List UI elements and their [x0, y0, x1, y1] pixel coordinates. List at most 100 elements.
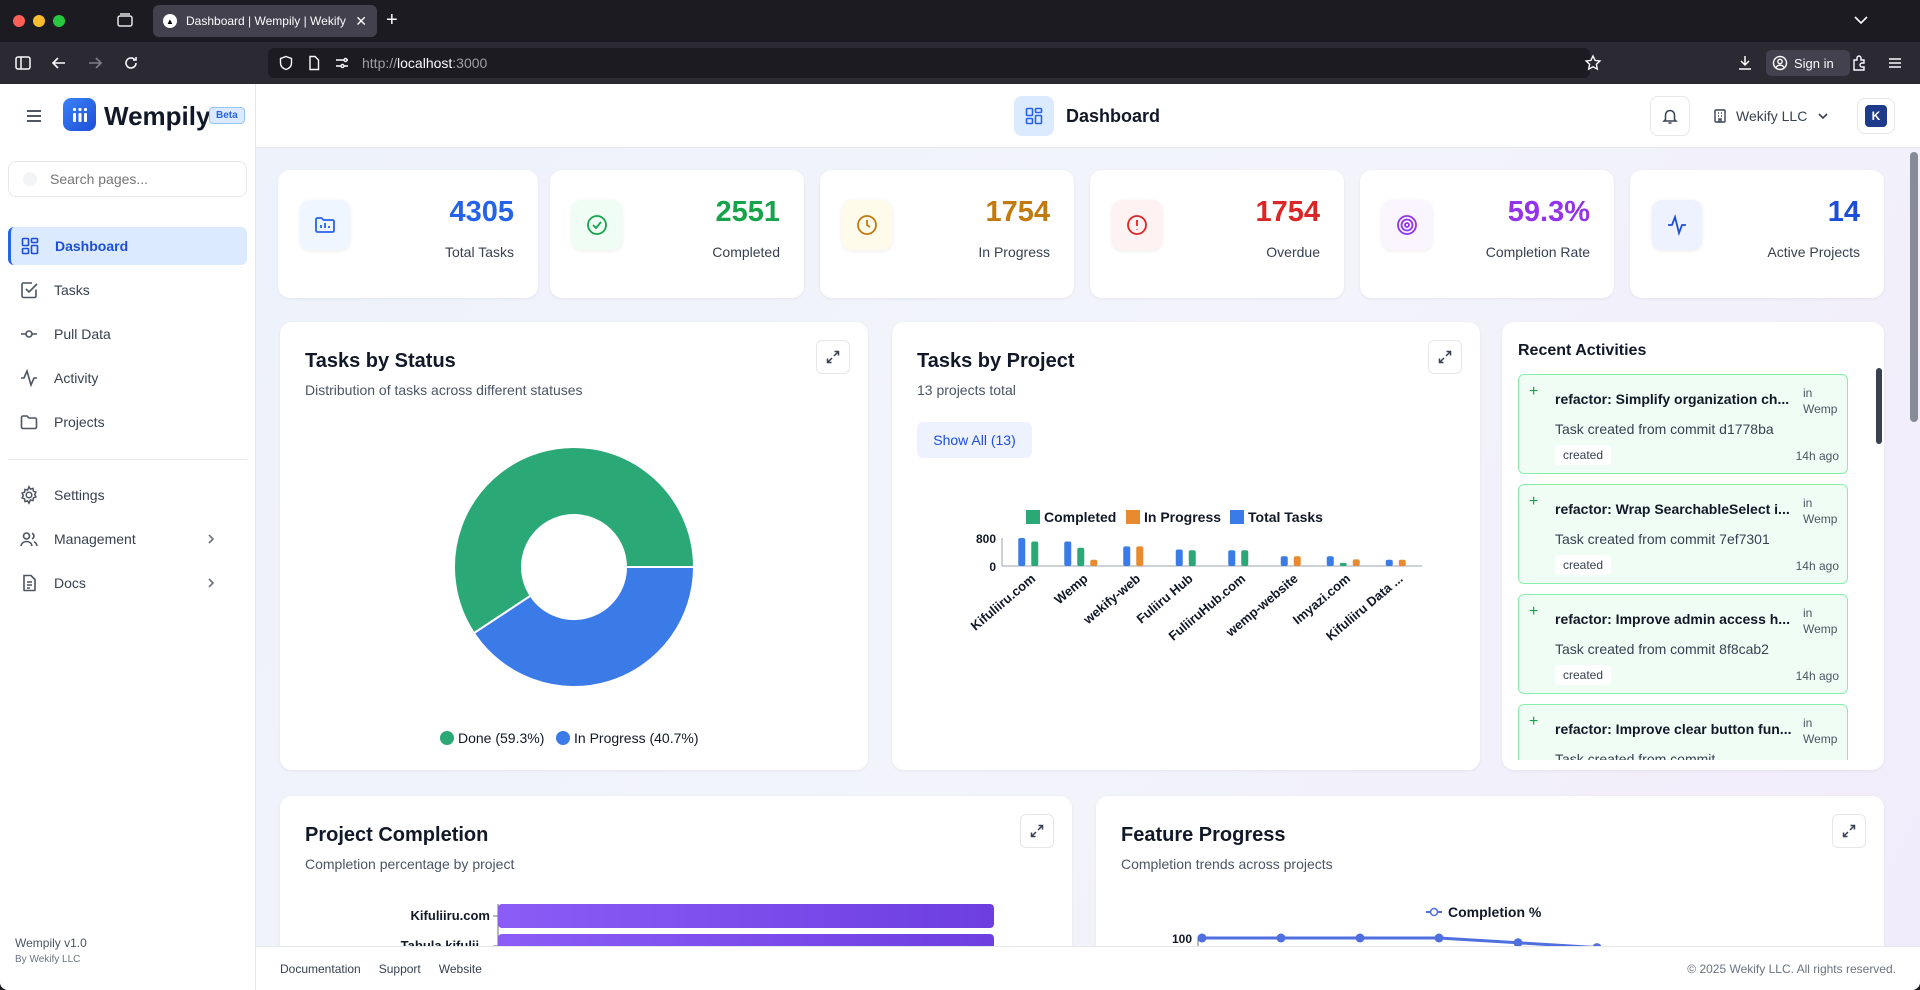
new-tab-button[interactable]: +	[386, 9, 398, 31]
sign-in-button[interactable]: Sign in	[1766, 50, 1850, 76]
browser-tab[interactable]: ▲ Dashboard | Wempily | Wekify ✕	[153, 5, 377, 37]
bar	[1280, 556, 1288, 566]
stat-value: 59.3%	[1507, 196, 1590, 228]
sidebar-item-activity[interactable]: Activity	[8, 359, 247, 397]
sidebar-item-pull-data[interactable]: Pull Data	[8, 315, 247, 353]
list-item[interactable]: + refactor: Wrap SearchableSelect i... in …	[1518, 484, 1848, 584]
tab-groups-icon[interactable]	[116, 12, 134, 28]
list-item[interactable]: + refactor: Simplify organization ch... in…	[1518, 374, 1848, 474]
card-title: Feature Progress	[1121, 824, 1286, 846]
sidebar-item-settings[interactable]: Settings	[8, 476, 247, 514]
expand-button[interactable]	[1428, 340, 1462, 374]
chevron-right-icon	[208, 534, 215, 544]
activity-description: Task created from commit 7ef7301	[1555, 531, 1770, 547]
url-text[interactable]: http://localhost:3000	[362, 55, 488, 71]
bar	[1077, 547, 1085, 566]
horizontal-bar-chart: Kifuliiru.com Tabula kifulii...	[401, 904, 994, 946]
commit-icon	[21, 330, 37, 338]
activity-project: in Wemp	[1803, 496, 1838, 526]
organization-select[interactable]: Wekify LLC	[1712, 96, 1831, 136]
activity-icon	[21, 368, 37, 388]
legend-label: Total Tasks	[1248, 509, 1323, 525]
address-bar[interactable]: http://localhost:3000	[268, 48, 1590, 78]
tab-close-icon[interactable]: ✕	[355, 12, 367, 29]
maximize-window-button[interactable]	[53, 15, 65, 27]
activity-scrollbar[interactable]	[1876, 368, 1882, 444]
activity-title: refactor: Improve admin access h...	[1555, 611, 1790, 627]
forward-arrow-icon[interactable]	[86, 54, 104, 72]
line-chart: Completion % 100	[1172, 904, 1602, 946]
sidebar-divider	[8, 459, 247, 460]
reload-icon[interactable]	[122, 54, 140, 72]
close-window-button[interactable]	[13, 15, 25, 27]
plus-icon: +	[1529, 383, 1539, 400]
clock-icon	[842, 200, 892, 250]
sidebar-item-label: Activity	[54, 370, 99, 386]
building-icon	[1714, 109, 1726, 123]
organization-name: Wekify LLC	[1736, 108, 1808, 124]
extensions-icon[interactable]	[1850, 54, 1868, 72]
list-item[interactable]: + refactor: Improve clear button fun... in…	[1518, 704, 1848, 760]
target-icon	[1382, 200, 1432, 250]
menu-icon[interactable]	[1886, 54, 1904, 72]
sidebar-item-tasks[interactable]: Tasks	[8, 271, 247, 309]
footer-links: Documentation Support Website	[280, 962, 482, 976]
minimize-window-button[interactable]	[33, 15, 45, 27]
list-item[interactable]: + refactor: Improve admin access h... in W…	[1518, 594, 1848, 694]
bar	[1188, 550, 1196, 566]
pie-slice-done	[453, 446, 696, 635]
permissions-icon[interactable]	[334, 55, 350, 71]
plus-icon: +	[1529, 493, 1539, 510]
stat-label: Overdue	[1266, 244, 1320, 260]
data-point	[1434, 933, 1444, 943]
search-input[interactable]	[50, 171, 230, 187]
hamburger-icon[interactable]	[24, 106, 44, 126]
y-tick-label: Kifuliiru.com	[411, 908, 490, 923]
bar	[1326, 556, 1334, 566]
dashboard-content: 4305 Total Tasks 2551 Completed 1754 In …	[256, 148, 1920, 946]
expand-icon	[1438, 350, 1452, 364]
expand-button[interactable]	[1832, 814, 1866, 848]
footer-link-documentation[interactable]: Documentation	[280, 961, 361, 976]
bar	[1293, 556, 1301, 566]
check-circle-icon	[572, 200, 622, 250]
sidebar-toggle-icon[interactable]	[14, 54, 32, 72]
page-icon[interactable]	[306, 55, 322, 71]
x-tick-label: Kifuliiru.com	[968, 571, 1039, 634]
bar	[498, 904, 994, 928]
chevron-down-icon[interactable]	[1852, 11, 1870, 29]
stat-value: 14	[1827, 196, 1860, 228]
sidebar-item-dashboard[interactable]: Dashboard	[8, 227, 247, 265]
user-avatar-button[interactable]: K	[1857, 98, 1895, 134]
card-subtitle: 13 projects total	[917, 382, 1016, 398]
bookmark-star-icon[interactable]	[1584, 54, 1602, 72]
back-arrow-icon[interactable]	[50, 54, 68, 72]
sidebar-item-projects[interactable]: Projects	[8, 403, 247, 441]
brand-name[interactable]: Wempily	[104, 101, 211, 131]
app-version: Wempily v1.0	[15, 936, 87, 950]
data-point	[1513, 938, 1523, 946]
bar	[1090, 559, 1098, 566]
bar	[1175, 549, 1183, 566]
logo-icon[interactable]	[63, 98, 96, 131]
legend-swatch	[1126, 510, 1140, 524]
footer-link-website[interactable]: Website	[438, 961, 482, 976]
layout-grid-icon	[21, 237, 39, 255]
data-point	[1592, 943, 1602, 946]
activity-title: refactor: Improve clear button fun...	[1555, 721, 1792, 737]
activity-project: in Wemp	[1803, 386, 1838, 416]
sidebar-item-management[interactable]: Management	[8, 520, 247, 558]
legend-swatch	[556, 731, 570, 745]
expand-button[interactable]	[816, 340, 850, 374]
search-field[interactable]	[8, 161, 247, 197]
download-icon[interactable]	[1736, 54, 1754, 72]
footer-link-support[interactable]: Support	[378, 961, 421, 976]
x-tick-label: Wemp	[1051, 571, 1090, 607]
expand-button[interactable]	[1020, 814, 1054, 848]
activity-description: Task created from commit	[1555, 751, 1716, 760]
page-scrollbar[interactable]	[1910, 152, 1918, 422]
show-all-button[interactable]: Show All (13)	[917, 422, 1032, 458]
shield-icon[interactable]	[278, 55, 294, 71]
sidebar-item-docs[interactable]: Docs	[8, 564, 247, 602]
notifications-button[interactable]	[1650, 96, 1690, 136]
